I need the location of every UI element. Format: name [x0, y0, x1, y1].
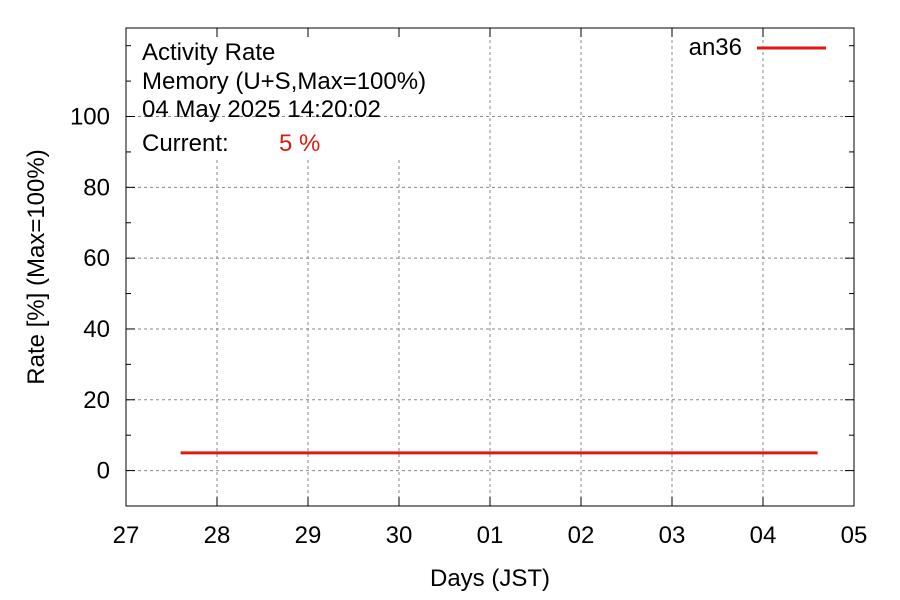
y-tick-label: 80 [83, 174, 110, 201]
axis-ticks [125, 28, 855, 507]
y-axis-title: Rate [%] (Max=100%) [23, 149, 50, 384]
legend: an36 [689, 34, 826, 61]
legend-label: an36 [689, 34, 742, 61]
current-label: Current: [142, 130, 229, 157]
x-tick-label: 05 [841, 522, 868, 549]
x-axis-title: Days (JST) [430, 565, 550, 592]
y-tick-label: 40 [83, 316, 110, 343]
x-tick-label: 01 [477, 522, 504, 549]
y-tick-label: 100 [70, 104, 110, 131]
y-tick-label: 0 [97, 458, 110, 485]
grid-lines [126, 28, 854, 506]
current-value: 5 % [279, 130, 320, 157]
y-tick-label: 20 [83, 387, 110, 414]
x-tick-label: 28 [204, 522, 231, 549]
y-tick-label: 60 [83, 245, 110, 272]
info-block: Activity Rate Memory (U+S,Max=100%) 04 M… [142, 39, 426, 157]
chart-title-line-2: Memory (U+S,Max=100%) [142, 68, 426, 95]
x-tick-label: 03 [659, 522, 686, 549]
y-tick-labels: 0 20 40 60 80 100 [70, 104, 110, 485]
x-tick-label: 02 [568, 522, 595, 549]
x-tick-label: 29 [295, 522, 322, 549]
x-tick-label: 04 [750, 522, 777, 549]
x-tick-labels: 27 28 29 30 01 02 03 04 05 [113, 522, 868, 549]
chart-title-line-1: Activity Rate [142, 39, 275, 66]
x-tick-label: 27 [113, 522, 140, 549]
chart-title-line-3: 04 May 2025 14:20:02 [142, 96, 381, 123]
x-tick-label: 30 [386, 522, 413, 549]
